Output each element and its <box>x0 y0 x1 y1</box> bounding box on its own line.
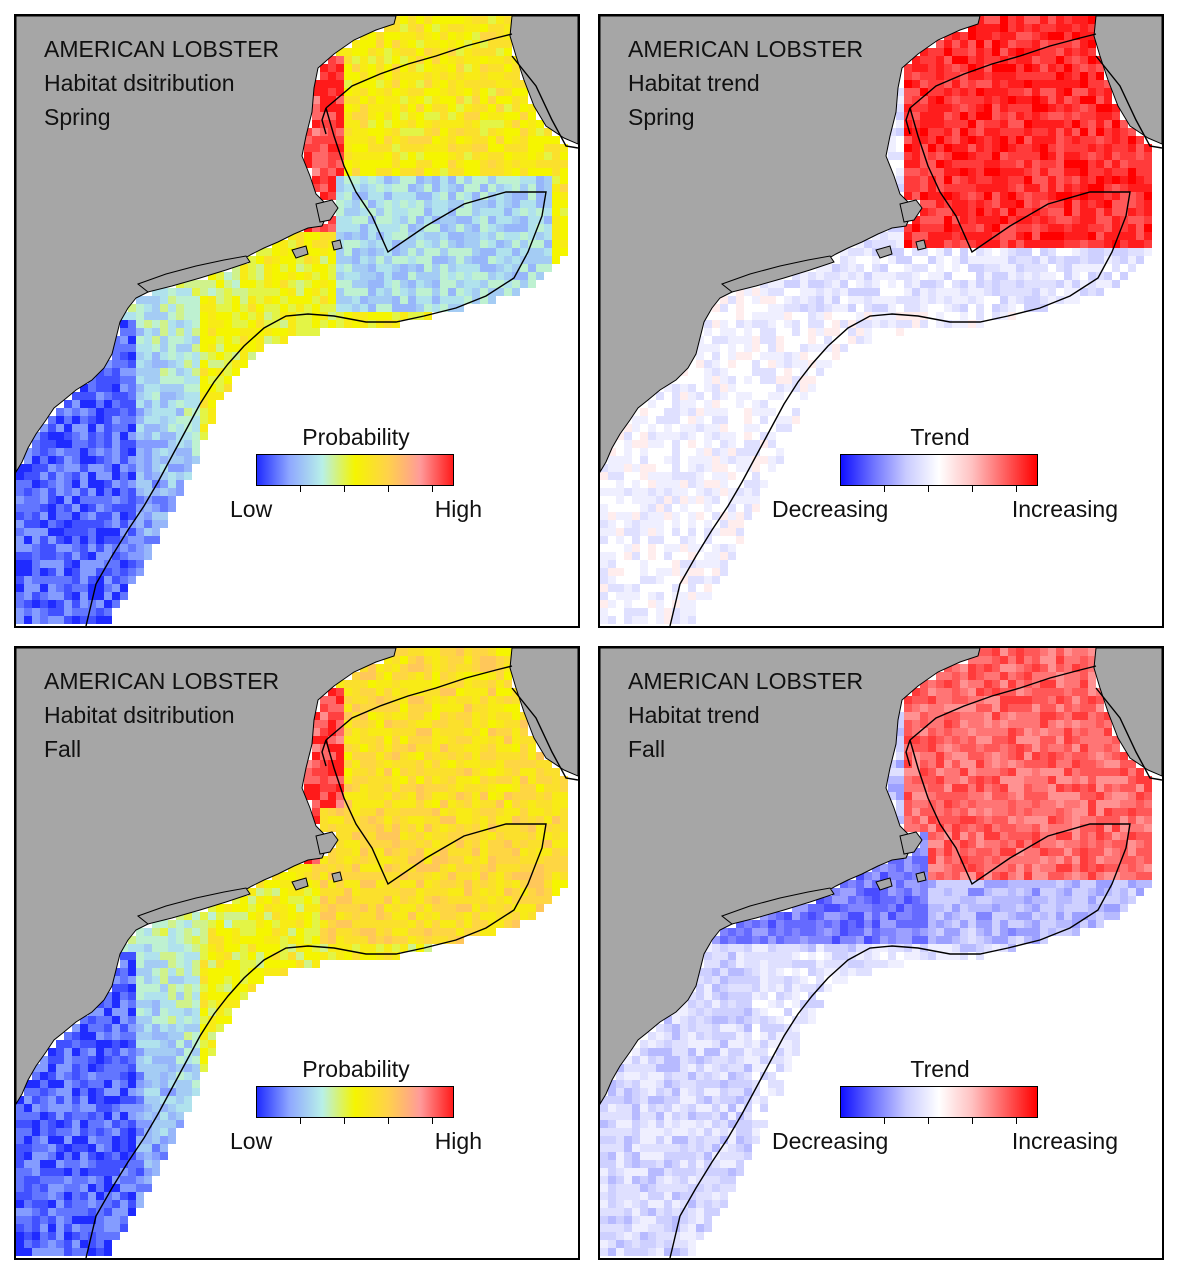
legend-ticks <box>256 486 454 492</box>
species-name: AMERICAN LOBSTER <box>628 36 864 62</box>
map-type-label: Habitat dsitribution <box>44 702 235 728</box>
legend-color-bar <box>256 1086 454 1118</box>
panel-title-block: AMERICAN LOBSTER Habitat dsitribution Spri… <box>44 32 279 134</box>
region-boundary-line <box>511 687 578 781</box>
panel-title-block: AMERICAN LOBSTER Habitat trend Spring <box>628 32 863 134</box>
region-boundary-line <box>325 665 513 741</box>
land-shape <box>331 239 343 251</box>
legend-title: Probability <box>302 1056 410 1082</box>
legend-high-label: Increasing <box>1011 496 1118 522</box>
panel-title-block: AMERICAN LOBSTER Habitat dsitribution Fall <box>44 664 279 766</box>
panel-title-block: AMERICAN LOBSTER Habitat trend Fall <box>628 664 863 766</box>
color-legend: Trend Decreasing Increasing <box>772 424 1118 524</box>
region-boundary-line <box>85 739 547 1258</box>
land-shape <box>899 831 923 855</box>
map-type-label: Habitat trend <box>628 70 760 96</box>
season-label: Fall <box>628 736 666 762</box>
land-shape <box>136 255 251 293</box>
region-boundary-line <box>325 33 513 109</box>
land-shape <box>720 887 835 925</box>
legend-ticks <box>840 486 1038 492</box>
legend-low-label: Low <box>230 1128 273 1154</box>
region-boundary-line <box>669 107 1131 626</box>
land-shape <box>915 239 927 251</box>
land-shape <box>1093 648 1162 777</box>
land-shape <box>875 877 893 891</box>
region-boundary-line <box>321 739 327 767</box>
land-shape <box>1093 16 1162 145</box>
legend-low-label: Decreasing <box>772 496 889 522</box>
color-legend: Probability Low High <box>230 1056 482 1156</box>
legend-ticks <box>840 1118 1038 1124</box>
legend-color-bar <box>840 1086 1038 1118</box>
land-shape <box>315 199 339 223</box>
legend-color-bar <box>840 454 1038 486</box>
map-panel-spring-trend: AMERICAN LOBSTER Habitat trend Spring Trend… <box>598 14 1164 628</box>
species-name: AMERICAN LOBSTER <box>628 668 864 694</box>
legend-low-label: Low <box>230 496 273 522</box>
map-type-label: Habitat dsitribution <box>44 70 235 96</box>
species-name: AMERICAN LOBSTER <box>44 36 280 62</box>
land-shape <box>875 245 893 259</box>
map-canvas <box>600 648 1162 1258</box>
season-label: Fall <box>44 736 82 762</box>
habitat-grid <box>16 648 568 1256</box>
habitat-grid <box>16 16 568 624</box>
land-shape <box>291 245 309 259</box>
color-legend: Probability Low High <box>230 424 482 524</box>
region-boundary-line <box>321 107 327 135</box>
map-panel-fall-distribution: AMERICAN LOBSTER Habitat dsitribution Fall… <box>14 646 580 1260</box>
season-label: Spring <box>628 104 695 130</box>
land-shape <box>331 871 343 883</box>
region-boundary-line <box>909 665 1097 741</box>
legend-title: Trend <box>910 424 970 450</box>
legend-title: Trend <box>910 1056 970 1082</box>
land-shape <box>509 648 578 777</box>
region-boundary-line <box>905 107 911 135</box>
legend-high-label: High <box>434 1128 482 1154</box>
legend-color-bar <box>256 454 454 486</box>
legend-high-label: Increasing <box>1011 1128 1118 1154</box>
map-canvas <box>600 16 1162 626</box>
map-panel-fall-trend: AMERICAN LOBSTER Habitat trend Fall Trend D… <box>598 646 1164 1260</box>
land-shape <box>720 255 835 293</box>
legend-low-label: Decreasing <box>772 1128 889 1154</box>
map-type-label: Habitat trend <box>628 702 760 728</box>
region-boundary-line <box>1095 55 1162 149</box>
season-label: Spring <box>44 104 111 130</box>
land-shape <box>291 877 309 891</box>
region-boundary-line <box>511 55 578 149</box>
region-boundary-line <box>905 739 911 767</box>
color-legend: Trend Decreasing Increasing <box>772 1056 1118 1156</box>
land-shape <box>899 199 923 223</box>
land-shape <box>915 871 927 883</box>
land-shape <box>509 16 578 145</box>
map-panel-spring-distribution: AMERICAN LOBSTER Habitat dsitribution Spri… <box>14 14 580 628</box>
map-canvas <box>16 16 578 626</box>
region-boundary-line <box>85 107 547 626</box>
land-shape <box>315 831 339 855</box>
region-boundary-line <box>909 33 1097 109</box>
map-canvas <box>16 648 578 1258</box>
species-name: AMERICAN LOBSTER <box>44 668 280 694</box>
land-shape <box>136 887 251 925</box>
legend-title: Probability <box>302 424 410 450</box>
habitat-grid <box>600 648 1152 1256</box>
legend-ticks <box>256 1118 454 1124</box>
region-boundary-line <box>1095 687 1162 781</box>
region-boundary-line <box>669 739 1131 1258</box>
legend-high-label: High <box>434 496 482 522</box>
